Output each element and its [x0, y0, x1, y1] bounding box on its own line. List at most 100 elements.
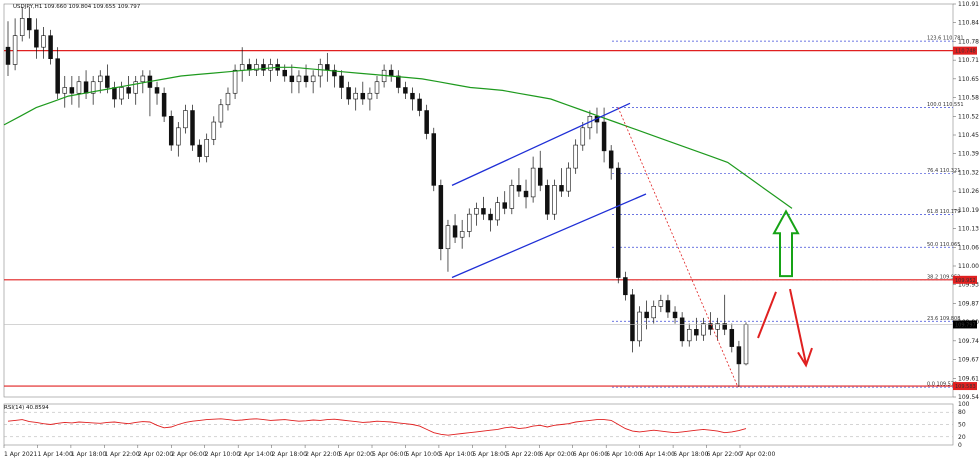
level-price-label: 109.583 — [955, 384, 976, 390]
candle-body — [5, 46, 11, 65]
candle-body — [658, 300, 664, 307]
x-tick-label: 2 Apr 22:00 — [305, 451, 340, 458]
x-tick-label: 7 Apr 02:00 — [740, 451, 775, 458]
fib-label: 38.2 109.952 — [927, 274, 960, 280]
current-price-tag — [953, 320, 977, 329]
candle-body — [303, 75, 309, 83]
candle-body — [417, 98, 422, 111]
candle-body — [76, 81, 82, 94]
y-tick-label: 109.675 — [958, 357, 979, 364]
candle-body — [261, 64, 266, 71]
candle-body — [708, 323, 713, 330]
price-panel: 110.910 110.845 110.780 110.715 110.650 110.5… — [3, 1, 979, 401]
candle-body — [168, 115, 174, 146]
candle-body — [445, 225, 451, 250]
x-tick-label: 2 Apr 14:00 — [238, 451, 273, 458]
y-tick-label: 110.780 — [958, 38, 979, 45]
candle-body — [374, 81, 380, 94]
fib-label: 100.0 110.551 — [927, 102, 964, 108]
y-tick-label: 110.845 — [958, 20, 979, 27]
y-tick-label: 109.545 — [958, 394, 979, 401]
candle-body — [133, 81, 138, 94]
fib-label: 123.6 110.781 — [927, 36, 964, 42]
candle-body — [573, 144, 578, 169]
candle-body — [339, 75, 344, 88]
candle-body — [530, 167, 536, 198]
x-tick-label: 6 Apr 14:00 — [640, 451, 675, 458]
candle-body — [197, 144, 202, 157]
y-tick-label: 110.910 — [958, 1, 979, 8]
candle-body — [225, 92, 231, 106]
candle-body — [637, 311, 642, 342]
bullish-arrow-icon — [772, 209, 800, 278]
level-price-tag — [953, 382, 977, 391]
bearish-arrow-icon — [797, 347, 813, 368]
rsi-tick-label: 80 — [958, 409, 966, 416]
candle-body — [580, 127, 586, 146]
candle-body — [502, 202, 507, 209]
candle-body — [183, 110, 188, 129]
candle-body — [83, 81, 89, 94]
x-tick-label: 2 Apr 02:00 — [138, 451, 173, 458]
candle-body — [729, 329, 735, 347]
fib-label: 76.4 110.321 — [927, 168, 960, 174]
time-axis: 1 Apr 2021 1 Apr 14:001 Apr 18:001 Apr 22… — [3, 445, 775, 458]
candle-body — [488, 213, 493, 221]
candle-body — [112, 87, 117, 100]
red-down-stroke — [789, 288, 807, 365]
candle-body — [679, 317, 685, 342]
y-tick-label: 110.195 — [958, 207, 979, 214]
candle-body — [722, 323, 727, 330]
rsi-line — [7, 418, 747, 436]
y-tick-label: 110.715 — [958, 57, 979, 64]
x-tick-label: 6 Apr 02:00 — [539, 451, 574, 458]
y-tick-label: 109.935 — [958, 282, 979, 289]
candle-body — [396, 75, 401, 88]
candle-body — [672, 311, 678, 319]
rsi-tick-label: 50 — [958, 422, 966, 429]
fib-label: 61.8 110.179 — [927, 209, 960, 215]
candle-body — [431, 133, 437, 186]
candle-body — [644, 311, 649, 319]
candle-body — [239, 64, 245, 71]
candle-body — [623, 277, 628, 296]
x-tick-label: 6 Apr 18:00 — [673, 451, 708, 458]
candle-body — [367, 92, 373, 100]
price-frame — [3, 3, 954, 398]
candle-body — [126, 87, 131, 94]
candle-body — [545, 185, 550, 215]
y-tick-label: 109.870 — [958, 300, 979, 307]
candle-body — [616, 167, 621, 278]
x-tick-label: 1 Apr 22:00 — [104, 451, 139, 458]
moving-average-line — [3, 66, 793, 209]
candle-body — [19, 18, 25, 36]
rsi-tick-label: 100 — [958, 401, 970, 408]
candle-body — [715, 323, 720, 330]
level-price-tag — [953, 275, 977, 284]
candle-body — [665, 300, 671, 313]
candle-body — [48, 35, 53, 60]
candle-body — [119, 87, 124, 100]
candle-body — [154, 87, 160, 94]
candle-body — [310, 75, 316, 83]
candle-body — [296, 75, 302, 83]
candle-body — [211, 121, 217, 140]
candle-body — [161, 92, 167, 117]
candle-body — [601, 121, 607, 152]
x-tick-label: 2 Apr 18:00 — [272, 451, 307, 458]
y-tick-label: 110.390 — [958, 151, 979, 158]
candle-body — [55, 58, 60, 94]
fib-label: 0.0 109.579 — [927, 382, 957, 388]
x-tick-label: 1 Apr 14:00 — [37, 451, 72, 458]
y-tick-label: 110.650 — [958, 76, 979, 83]
candle-body — [566, 167, 571, 192]
candle-body — [62, 87, 68, 94]
rsi-tick-label: 0 — [958, 442, 962, 449]
x-tick-label: 5 Apr 06:00 — [372, 451, 407, 458]
y-tick-label: 110.585 — [958, 95, 979, 102]
candle-body — [559, 185, 564, 192]
candle-body — [34, 29, 39, 48]
